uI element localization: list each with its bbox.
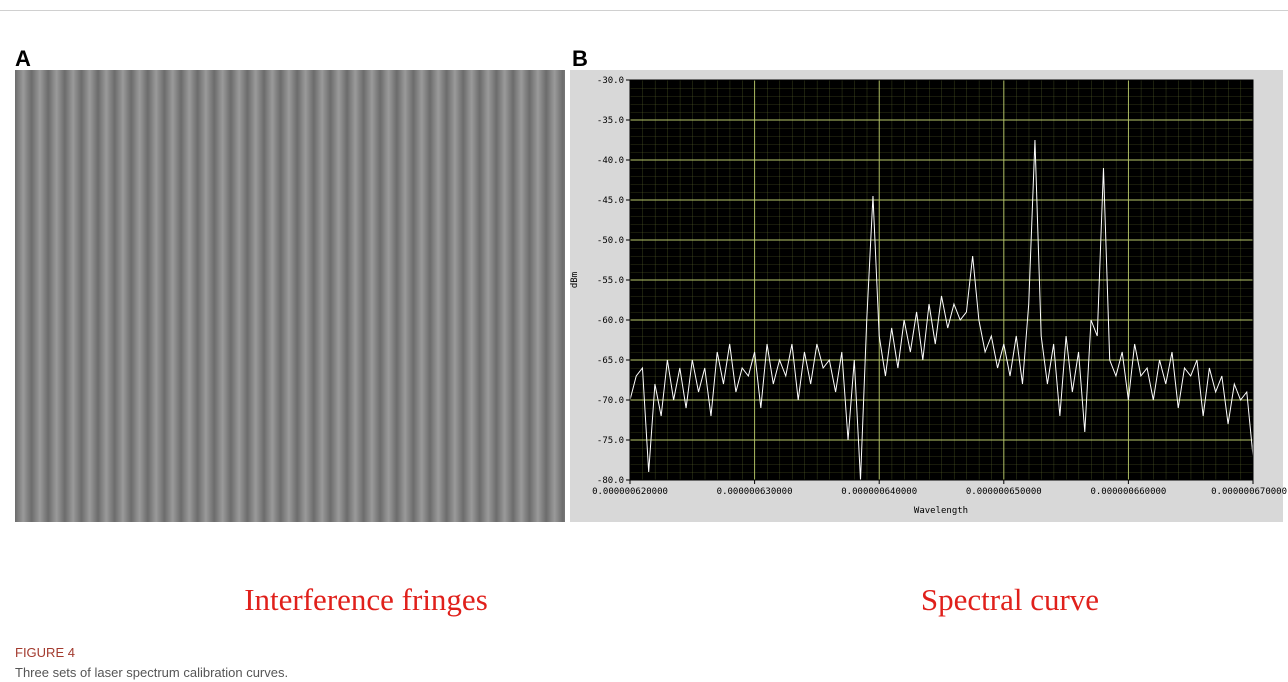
y-tick-label: -65.0	[597, 356, 624, 366]
y-tick-label: -60.0	[597, 316, 624, 326]
y-tick-label: -75.0	[597, 436, 624, 446]
y-tick-label: -80.0	[597, 476, 624, 486]
y-tick-label: -45.0	[597, 196, 624, 206]
y-tick-label: -35.0	[597, 116, 624, 126]
figure-number: FIGURE 4	[15, 645, 75, 660]
plot-frame	[629, 79, 1254, 481]
fringe-image	[15, 70, 565, 522]
chart-layer: -30.0 -35.0 -40.0 -45.0 -50.0 -55.0 -60.0 -65.0…	[592, 76, 1287, 497]
panel-caption: Spectral curve	[921, 582, 1099, 617]
panel-label: A	[15, 46, 31, 71]
x-axis-label: Wavelength	[914, 506, 968, 516]
y-axis-label: dBm	[570, 272, 580, 288]
figure-caption: Three sets of laser spectrum calibration…	[15, 665, 288, 680]
y-tick-label: -30.0	[597, 76, 624, 86]
x-tick-label: 0.000000620000	[592, 487, 668, 497]
x-tick-label: 0.000000670000	[1211, 487, 1287, 497]
spectrum-line	[629, 139, 1254, 481]
x-tick-label: 0.000000660000	[1090, 487, 1166, 497]
y-tick-label: -50.0	[597, 236, 624, 246]
panel-caption: Interference fringes	[244, 582, 488, 617]
y-tick-label: -40.0	[597, 156, 624, 166]
x-tick-label: 0.000000630000	[717, 487, 793, 497]
panel-label: B	[572, 46, 588, 71]
y-tick-label: -55.0	[597, 276, 624, 286]
x-tick-label: 0.000000640000	[841, 487, 917, 497]
y-tick-label: -70.0	[597, 396, 624, 406]
x-tick-label: 0.000000650000	[966, 487, 1042, 497]
